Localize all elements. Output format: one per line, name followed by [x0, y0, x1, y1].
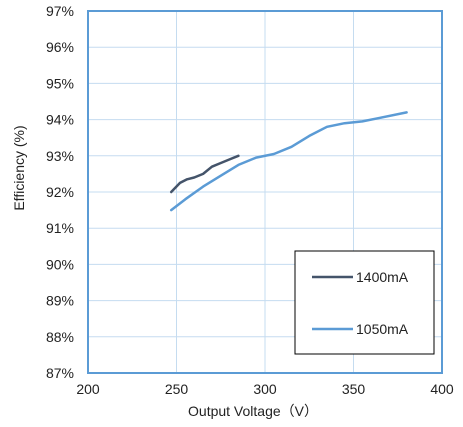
y-tick-label: 89% [46, 293, 74, 309]
y-tick-label: 94% [46, 112, 74, 128]
x-tick-label: 400 [430, 381, 454, 397]
y-tick-label: 87% [46, 365, 74, 381]
y-tick-label: 92% [46, 184, 74, 200]
y-tick-label: 96% [46, 39, 74, 55]
x-tick-label: 200 [76, 381, 100, 397]
series-line-1050ma [169, 111, 408, 212]
legend: 1400mA 1050mA [294, 250, 435, 355]
y-tick-label: 95% [46, 75, 74, 91]
y-tick-label: 93% [46, 148, 74, 164]
plot-area-frame [87, 10, 443, 374]
y-tick-label: 88% [46, 329, 74, 345]
legend-box [294, 250, 435, 355]
legend-label-1050ma: 1050mA [356, 321, 409, 337]
y-tick-label: 90% [46, 256, 74, 272]
y-tick-label: 91% [46, 220, 74, 236]
y-tick-labels: 87% 88% 89% 90% 91% 92% 93% 94% 95% 96% 97% [46, 3, 74, 381]
x-tick-labels: 200 250 300 350 400 [76, 381, 454, 397]
y-tick-label: 97% [46, 3, 74, 19]
y-axis-title: Efficiency (%) [11, 125, 27, 210]
series-lines [169, 111, 408, 212]
x-tick-label: 350 [342, 381, 366, 397]
x-axis-title: Output Voltage（V） [188, 403, 318, 419]
x-tick-label: 250 [165, 381, 189, 397]
x-tick-label: 300 [253, 381, 277, 397]
series-line-1400ma [169, 154, 240, 194]
legend-label-1400ma: 1400mA [356, 269, 409, 285]
